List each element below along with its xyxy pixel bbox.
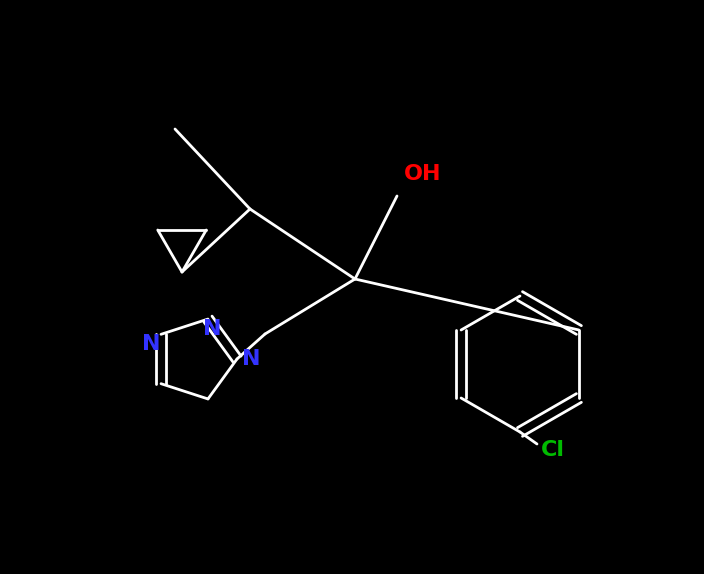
Text: N: N [203, 319, 221, 339]
Text: Cl: Cl [541, 440, 565, 460]
Text: N: N [241, 349, 260, 369]
Text: N: N [142, 334, 161, 354]
Text: OH: OH [404, 164, 441, 184]
